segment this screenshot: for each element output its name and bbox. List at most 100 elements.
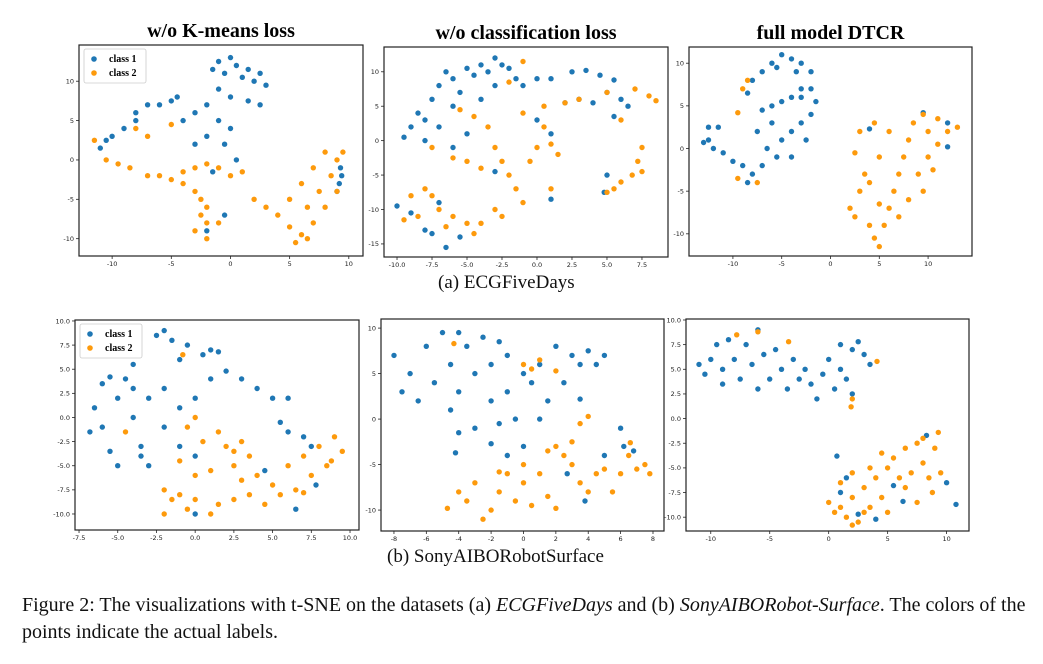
data-point-class-2 <box>879 494 885 501</box>
data-point-class-2 <box>192 188 198 195</box>
data-point-class-2 <box>861 484 867 491</box>
data-point-class-1 <box>779 137 785 143</box>
data-point-class-1 <box>146 395 152 401</box>
data-point-class-1 <box>496 339 502 345</box>
data-point-class-1 <box>585 348 591 354</box>
data-point-class-1 <box>245 66 251 73</box>
data-point-class-2 <box>471 230 477 237</box>
data-point-class-1 <box>239 74 245 81</box>
y-tick-label: 0 <box>375 137 379 145</box>
data-point-class-2 <box>925 154 931 160</box>
data-point-class-1 <box>625 103 631 109</box>
data-point-class-2 <box>246 492 253 498</box>
data-point-class-2 <box>184 506 191 512</box>
data-point-class-2 <box>231 448 237 454</box>
data-point-class-1 <box>837 341 844 348</box>
data-point-class-1 <box>866 126 873 132</box>
data-point-class-1 <box>569 352 575 359</box>
legend-label: class 1 <box>105 329 133 340</box>
data-point-class-2 <box>215 220 222 226</box>
data-point-class-2 <box>168 176 174 183</box>
data-point-class-1 <box>408 210 414 216</box>
axes-frame <box>383 46 669 258</box>
data-point-class-2 <box>618 117 624 123</box>
data-point-class-2 <box>401 217 407 223</box>
data-point-class-2 <box>464 498 470 504</box>
x-tick-label: 5 <box>877 260 881 268</box>
data-point-class-2 <box>740 86 746 92</box>
data-point-class-2 <box>286 196 293 202</box>
data-point-class-1 <box>394 203 400 209</box>
data-point-class-1 <box>144 102 151 108</box>
data-point-class-1 <box>740 162 746 169</box>
y-tick-label: 5.0 <box>671 366 681 374</box>
data-point-class-1 <box>130 385 136 392</box>
data-point-class-1 <box>814 396 820 402</box>
data-point-class-1 <box>719 381 726 387</box>
data-point-class-1 <box>313 482 319 488</box>
data-point-class-2 <box>902 445 908 451</box>
data-point-class-2 <box>322 204 328 210</box>
data-point-class-2 <box>328 458 335 464</box>
data-point-class-2 <box>609 489 616 495</box>
data-point-class-1 <box>761 351 767 358</box>
data-point-class-2 <box>876 201 882 207</box>
data-point-class-1 <box>156 102 163 108</box>
scatter-plot-1: w/o K-means loss -10 -5 0 5 10 -10 -5 0 5 10 class … <box>63 20 364 268</box>
x-tick-label: -5.0 <box>111 534 124 542</box>
data-point-class-1 <box>564 471 570 477</box>
data-point-class-2 <box>545 448 551 454</box>
data-point-class-1 <box>621 443 627 450</box>
data-point-class-2 <box>555 151 561 158</box>
data-point-class-1 <box>436 82 442 89</box>
data-point-class-1 <box>192 511 198 517</box>
y-tick-label: -5 <box>68 196 74 204</box>
data-point-class-1 <box>569 69 575 75</box>
data-point-class-1 <box>464 131 470 137</box>
data-point-class-2 <box>184 424 191 430</box>
x-tick-label: 7.5 <box>306 534 316 542</box>
data-point-class-1 <box>300 434 307 440</box>
y-tick-label: 5.0 <box>60 366 70 374</box>
data-point-class-1 <box>130 414 136 421</box>
data-point-class-2 <box>334 157 340 163</box>
data-point-class-2 <box>192 496 198 503</box>
data-point-class-1 <box>456 430 462 436</box>
data-point-class-2 <box>239 169 245 175</box>
data-point-class-2 <box>451 340 457 347</box>
x-tick-label: 6 <box>619 535 623 543</box>
y-tick-label: 5 <box>70 117 74 125</box>
y-tick-label: -5 <box>370 461 376 469</box>
data-point-class-1 <box>204 102 210 108</box>
data-point-class-1 <box>843 475 850 481</box>
data-point-class-1 <box>208 376 214 382</box>
y-tick-label: 10.0 <box>667 316 681 324</box>
data-point-class-2 <box>177 458 183 464</box>
data-point-class-2 <box>639 144 645 151</box>
legend: class 1 class 2 <box>83 48 147 84</box>
x-tick-label: 4 <box>586 535 590 543</box>
y-tick-label: -5 <box>373 171 379 179</box>
data-point-class-1 <box>210 169 216 175</box>
data-point-class-1 <box>257 102 263 108</box>
data-point-class-2 <box>653 98 659 104</box>
data-point-class-1 <box>834 453 840 459</box>
data-point-class-2 <box>464 158 470 164</box>
data-point-class-1 <box>436 199 442 206</box>
data-point-class-2 <box>304 236 311 242</box>
data-point-class-1 <box>583 67 589 74</box>
data-point-class-2 <box>492 206 498 213</box>
data-point-class-1 <box>702 371 708 377</box>
data-point-class-1 <box>492 168 498 175</box>
data-point-class-1 <box>700 139 707 146</box>
x-tick-label: 2.5 <box>229 534 239 542</box>
y-tick-label: 10 <box>368 324 376 332</box>
data-point-class-2 <box>849 396 855 402</box>
data-point-class-2 <box>472 480 478 486</box>
subfigure-label-a: (a) ECGFiveDays <box>438 272 575 293</box>
y-tick-label: 10 <box>66 78 74 86</box>
legend-marker-class-2 <box>87 345 93 351</box>
data-point-class-2 <box>450 155 456 161</box>
data-point-class-2 <box>263 204 269 210</box>
data-point-class-1 <box>174 94 180 100</box>
